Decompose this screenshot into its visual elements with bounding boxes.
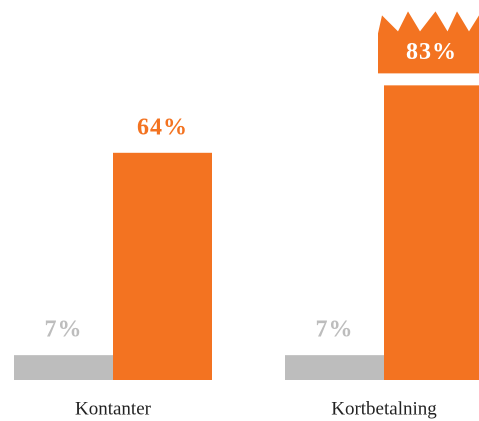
category-label: Kontanter [75, 398, 152, 419]
category-label: Kortbetalning [331, 398, 437, 419]
value-label: 83% [406, 39, 457, 65]
bar [14, 355, 113, 380]
bar [113, 152, 212, 380]
bar [384, 85, 479, 380]
value-label: 7% [45, 317, 83, 343]
crown [378, 11, 479, 74]
bar [285, 355, 384, 380]
value-label: 7% [316, 317, 354, 343]
value-label: 64% [137, 114, 188, 140]
